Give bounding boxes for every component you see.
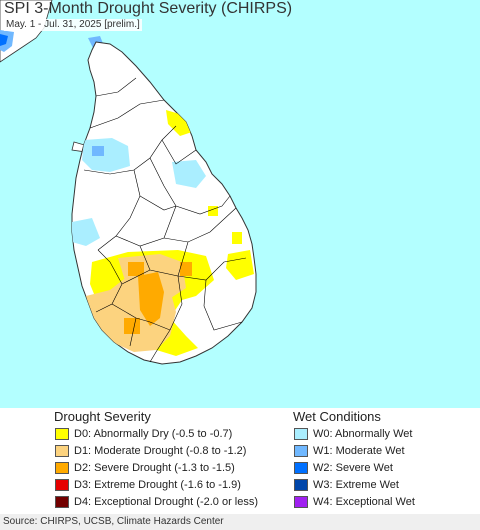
w3-label: W3: Extreme Wet [313,479,399,491]
legend-item-w1: W1: Moderate Wet [294,443,415,459]
district-boundaries [83,77,247,363]
drought-legend: D0: Abnormally Dry (-0.5 to -0.7) D1: Mo… [55,426,258,511]
moderate-wet-patch [92,146,104,156]
legend-item-w4: W4: Exceptional Wet [294,494,415,510]
d4-swatch [55,496,69,508]
wet-legend: W0: Abnormally Wet W1: Moderate Wet W2: … [294,426,415,511]
w4-swatch [294,496,308,508]
dry-spot-north [208,206,218,216]
dry-spot-east [232,232,242,244]
dry-patch-east [226,250,254,280]
drought-legend-title: Drought Severity [54,409,151,424]
severe-drought-east [180,262,192,276]
severe-drought-north [128,262,144,276]
legend-item-w0: W0: Abnormally Wet [294,426,415,442]
w4-label: W4: Exceptional Wet [313,496,415,508]
d4-label: D4: Exceptional Drought (-2.0 or less) [74,496,259,508]
d3-label: D3: Extreme Drought (-1.6 to -1.9) [74,479,241,491]
wet-legend-title: Wet Conditions [293,409,381,424]
drought-map [0,0,480,408]
wet-patch-west [72,218,100,246]
source-credit: Source: CHIRPS, UCSB, Climate Hazards Ce… [0,514,480,530]
drought-overlay [72,110,254,356]
w2-label: W2: Severe Wet [313,462,393,474]
wet-patch-east [172,160,206,188]
india-landmass [0,0,53,63]
d2-swatch [55,462,69,474]
legend-item-d3: D3: Extreme Drought (-1.6 to -1.9) [55,477,258,493]
w0-swatch [294,428,308,440]
w3-swatch [294,479,308,491]
w1-label: W1: Moderate Wet [313,445,405,457]
d3-swatch [55,479,69,491]
w0-label: W0: Abnormally Wet [313,428,413,440]
w2-swatch [294,462,308,474]
legend-item-d2: D2: Severe Drought (-1.3 to -1.5) [55,460,258,476]
legend-item-d4: D4: Exceptional Drought (-2.0 or less) [55,494,258,510]
legend-item-w3: W3: Extreme Wet [294,477,415,493]
d1-label: D1: Moderate Drought (-0.8 to -1.2) [74,445,247,457]
d0-swatch [55,428,69,440]
legend-item-w2: W2: Severe Wet [294,460,415,476]
d1-swatch [55,445,69,457]
d0-label: D0: Abnormally Dry (-0.5 to -0.7) [74,428,233,440]
india-wet-patch-deep [0,34,8,46]
map-title: SPI 3-Month Drought Severity (CHIRPS) [4,0,293,17]
severe-drought-core [138,272,164,326]
severe-drought-south [124,318,140,334]
map-subtitle: May. 1 - Jul. 31, 2025 [prelim.] [4,19,142,31]
legend-item-d0: D0: Abnormally Dry (-0.5 to -0.7) [55,426,258,442]
legend-item-d1: D1: Moderate Drought (-0.8 to -1.2) [55,443,258,459]
d2-label: D2: Severe Drought (-1.3 to -1.5) [74,462,235,474]
w1-swatch [294,445,308,457]
ocean-area [0,0,480,408]
